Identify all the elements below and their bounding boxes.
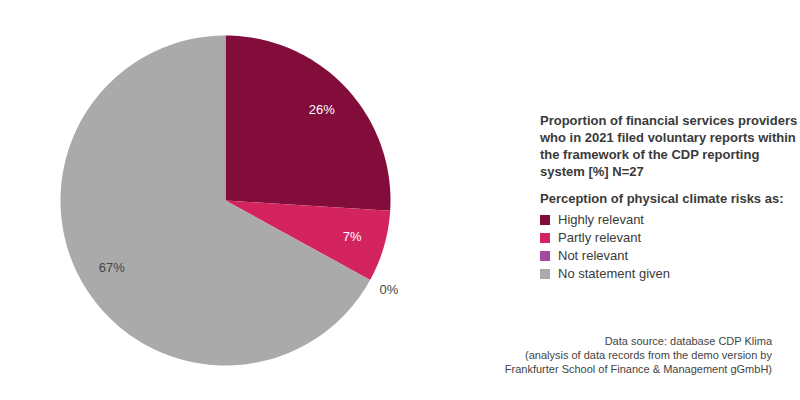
html-text:Frankfurter School of Finance: Frankfurter School of Finance & Manageme… [504, 363, 772, 375]
html-text:Not relevant: Not relevant [558, 248, 629, 263]
html-text:(analysis of data records from: (analysis of data records from the demo … [525, 349, 772, 361]
html-text:Proportion of financial servic: Proportion of financial services provide… [540, 113, 798, 179]
html-text:Partly relevant: Partly relevant [558, 230, 642, 245]
svg-text:67%: 67% [99, 260, 125, 275]
svg-text:7%: 7% [343, 229, 362, 244]
svg-text:26%: 26% [309, 102, 335, 117]
html-text:Data source: database CDP Klim: Data source: database CDP Klima [604, 335, 772, 347]
html-text:Perception of physical climate: Perception of physical climate risks as: [540, 191, 784, 206]
html-text:No statement given: No statement given [558, 266, 670, 281]
html-text:Highly relevant: Highly relevant [558, 212, 644, 227]
svg-text:0%: 0% [379, 282, 398, 297]
